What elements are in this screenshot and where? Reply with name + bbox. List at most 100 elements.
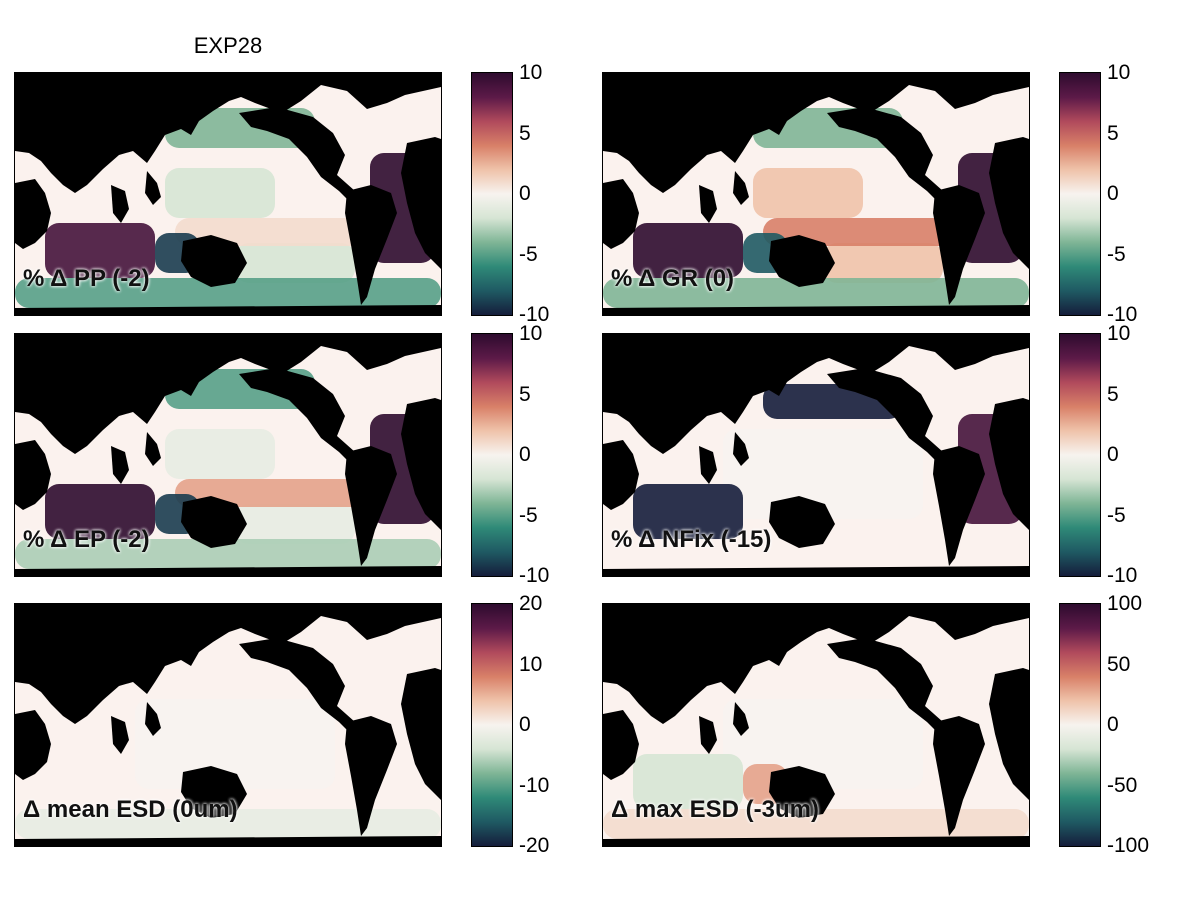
anomaly-region-southern-ocean (15, 809, 441, 839)
map-panel-6: Δ max ESD (-3um) (602, 603, 1030, 847)
colorbar-tick-label: 10 (519, 61, 543, 84)
landmass (989, 137, 1029, 269)
anomaly-region-subtropical-pacific (165, 168, 275, 218)
anomaly-region-equatorial-pacific (763, 218, 963, 246)
colorbar (471, 603, 513, 847)
colorbar-tick-label: 10 (1107, 61, 1131, 84)
panel-label: Δ max ESD (-3um) (611, 796, 819, 823)
landmass (111, 185, 129, 223)
colorbar-tick-label: 50 (1107, 652, 1131, 676)
colorbar-tick-label: 5 (519, 121, 531, 145)
landmass (603, 334, 1029, 454)
landmass (699, 446, 717, 484)
anomaly-region-equatorial-pacific (175, 479, 375, 507)
colorbar-tick-label: 0 (1107, 713, 1119, 736)
landmass (933, 185, 985, 305)
landmass (181, 235, 247, 287)
panel-label: % Δ PP (-2) (23, 265, 150, 292)
landmass (733, 432, 749, 466)
colorbar (1059, 72, 1101, 316)
map-panel-2: % Δ GR (0) (602, 72, 1030, 316)
landmass (181, 496, 247, 548)
colorbar-tick-label: 5 (1107, 121, 1119, 145)
colorbar-tick-label: -10 (1107, 303, 1138, 326)
colorbar (1059, 603, 1101, 847)
anomaly-region-southern-ocean (15, 278, 441, 308)
landmass (15, 566, 441, 576)
landmass (239, 368, 355, 464)
landmass (181, 766, 247, 818)
colorbar-tick-label: 5 (1107, 382, 1119, 406)
landmass (989, 668, 1029, 800)
anomaly-region-subtropical-pacific (165, 429, 275, 479)
landmass (345, 716, 397, 836)
anomaly-region-open-ocean (135, 699, 335, 789)
panel-label: Δ mean ESD (0um) (23, 796, 238, 823)
landmass (345, 185, 397, 305)
landmass (603, 710, 639, 780)
colorbar-tick-label: -20 (519, 834, 550, 857)
anomaly-region-subtropical-pacific (753, 168, 863, 218)
colorbar-tick-label: -50 (1107, 773, 1138, 797)
colorbar-tick-label: -10 (519, 303, 550, 326)
anomaly-region-southern-ocean (15, 539, 441, 569)
map-panel-4: % Δ NFix (-15) (602, 333, 1030, 577)
map-panel-1: % Δ PP (-2) (14, 72, 442, 316)
landmass (239, 107, 355, 203)
panel-label: % Δ GR (0) (611, 265, 735, 292)
landmass (401, 398, 441, 530)
landmass (933, 716, 985, 836)
anomaly-region-southern-ocean (603, 809, 1029, 839)
colorbar-tick-label: -100 (1107, 834, 1150, 857)
colorbar-tick-label: -5 (1107, 503, 1126, 527)
landmass (603, 836, 1029, 846)
colorbar-tick-label: 10 (519, 322, 543, 345)
anomaly-region-indian-ocean (45, 223, 155, 278)
landmass (603, 73, 1029, 193)
anomaly-region-indian-ocean (45, 484, 155, 539)
landmass (827, 368, 943, 464)
landmass (401, 137, 441, 269)
colorbar-tick-label: -10 (519, 564, 550, 587)
landmass (733, 702, 749, 736)
landmass (15, 334, 441, 454)
colorbar-tick-label: -10 (1107, 564, 1138, 587)
panel-label: % Δ NFix (-15) (611, 526, 772, 553)
landmass (15, 604, 441, 724)
anomaly-region-subtropical-pacific (235, 243, 355, 283)
landmass (15, 440, 51, 510)
anomaly-region-subtropical-pacific (235, 504, 355, 544)
landmass (15, 836, 441, 846)
colorbar-tick-label: 10 (1107, 322, 1131, 345)
colorbar-tick-label: 0 (519, 443, 531, 466)
landmass (827, 107, 943, 203)
colorbar-tick-label: 10 (519, 652, 543, 676)
colorbar-tick-label: 0 (519, 182, 531, 205)
landmass (145, 702, 161, 736)
panel-label: % Δ EP (-2) (23, 526, 150, 553)
anomaly-region-indian-ocean (633, 223, 743, 278)
figure-title: EXP28 (193, 33, 263, 58)
colorbar-tick-label: 100 (1107, 592, 1143, 615)
landmass (769, 766, 835, 818)
landmass (15, 710, 51, 780)
colorbar-tick-label: -5 (519, 242, 538, 266)
map-panel-5: Δ mean ESD (0um) (14, 603, 442, 847)
landmass (145, 432, 161, 466)
colorbar (471, 333, 513, 577)
colorbar-tick-label: -5 (519, 503, 538, 527)
colorbar-tick-label: 5 (519, 382, 531, 406)
colorbar-tick-label: 0 (1107, 182, 1119, 205)
landmass (15, 179, 51, 249)
landmass (15, 305, 441, 315)
landmass (733, 171, 749, 205)
anomaly-region-southern-ocean (603, 278, 1029, 308)
colorbar-tick-label: -5 (1107, 242, 1126, 266)
map-panel-3: % Δ EP (-2) (14, 333, 442, 577)
landmass (603, 179, 639, 249)
landmass (827, 638, 943, 734)
landmass (699, 716, 717, 754)
landmass (769, 496, 835, 548)
colorbar (471, 72, 513, 316)
landmass (401, 668, 441, 800)
